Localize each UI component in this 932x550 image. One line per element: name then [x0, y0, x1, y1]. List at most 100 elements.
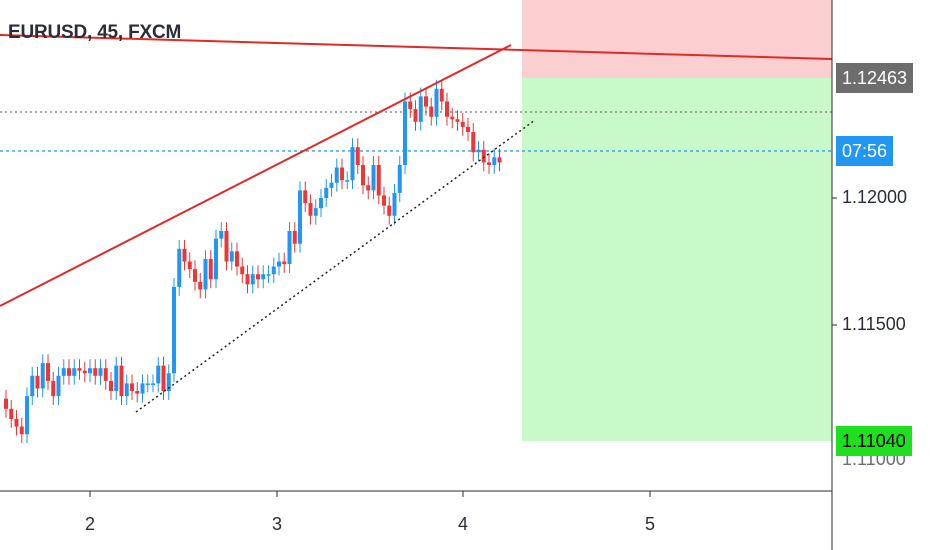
candle-body [271, 266, 276, 275]
candle-body [403, 101, 407, 165]
candle-body [492, 157, 497, 165]
candle-body [287, 231, 292, 265]
candle-body [466, 126, 470, 132]
bar-countdown-label[interactable]: 07:56 [836, 136, 894, 166]
candle-body [471, 131, 476, 153]
candle-body [4, 398, 8, 409]
time-axis-tick: 2 [84, 514, 96, 534]
price-axis-tick: 1.11500 [842, 314, 906, 334]
candle-body [366, 185, 371, 191]
candle-body [382, 195, 386, 206]
candle-body [25, 396, 29, 435]
candle-body [124, 383, 129, 397]
candle-body [35, 375, 40, 389]
take-profit-price-label[interactable]: 1.11040 [836, 426, 912, 456]
candle-body [497, 157, 502, 163]
candle-body [235, 251, 239, 267]
candle-body [119, 365, 124, 397]
candle-body [298, 190, 302, 244]
candle-body [319, 198, 323, 209]
candle-body [376, 164, 381, 196]
candle-body [324, 187, 329, 198]
candle-body [56, 375, 61, 397]
candle-body [429, 106, 434, 117]
candle-body [292, 231, 297, 244]
candle-body [256, 274, 260, 280]
candle-body [14, 418, 19, 427]
resistance-trendline[interactable] [0, 34, 833, 60]
candle-body [46, 363, 50, 381]
candle-body [434, 88, 439, 117]
candle-body [355, 147, 360, 165]
candle-body [30, 375, 35, 397]
candle-body [156, 365, 161, 384]
candle-body [481, 149, 486, 163]
stop-loss-zone[interactable] [522, 0, 832, 78]
stop-loss-price-label[interactable]: 1.12463 [836, 63, 914, 93]
candle-body [460, 121, 465, 127]
candle-body [193, 269, 197, 282]
candle-body [345, 180, 350, 182]
candle-body [329, 182, 334, 188]
time-axis-tick: 5 [644, 514, 656, 534]
candle-body [387, 205, 392, 216]
candle-body [250, 274, 255, 285]
symbol-title[interactable]: EURUSD, 45, FXCM [8, 22, 182, 43]
candle-body [114, 365, 119, 392]
candle-body [282, 261, 287, 265]
candle-body [439, 88, 444, 102]
upper-trendline[interactable] [0, 44, 512, 307]
axes [0, 0, 837, 550]
candle-body [450, 116, 455, 120]
candlestick-series [4, 79, 502, 444]
time-axis-tick: 3 [271, 514, 283, 534]
candle-body [418, 96, 423, 122]
candle-body [476, 149, 481, 153]
candle-body [198, 281, 203, 290]
candle-body [392, 192, 397, 216]
candle-body [109, 380, 113, 392]
candle-body [130, 383, 134, 392]
candle-body [214, 238, 218, 280]
candle-body [219, 231, 224, 239]
candle-body [334, 167, 339, 183]
candle-body [229, 251, 234, 262]
candle-body [266, 274, 271, 276]
candle-body [93, 368, 98, 376]
take-profit-zone[interactable] [522, 78, 832, 441]
candle-body [487, 162, 491, 165]
candle-body [361, 164, 365, 186]
candle-body [72, 368, 77, 376]
candle-body [397, 164, 402, 193]
candle-body [350, 147, 355, 181]
candle-body [187, 261, 192, 270]
candle-body [308, 203, 313, 216]
candle-body [51, 380, 56, 397]
candle-body [224, 231, 229, 262]
candle-body [177, 248, 182, 287]
candle-body [40, 363, 45, 389]
candle-body [408, 101, 413, 110]
candle-body [445, 101, 449, 117]
candle-body [313, 208, 318, 216]
candle-body [413, 109, 418, 122]
candle-body [240, 266, 245, 275]
candle-body [151, 383, 155, 385]
candle-body [424, 96, 428, 107]
candle-body [145, 383, 150, 385]
drawings [0, 34, 833, 413]
candle-body [67, 368, 71, 376]
price-axis-tick: 1.12000 [842, 187, 908, 207]
candle-body [88, 368, 92, 374]
candle-body [77, 368, 82, 371]
candle-body [61, 368, 66, 376]
candle-body [245, 274, 250, 285]
candle-body [140, 383, 145, 394]
candle-body [135, 391, 140, 394]
candle-body [19, 426, 24, 435]
candle-body [371, 164, 376, 191]
candle-body [203, 258, 208, 290]
candle-body [161, 365, 166, 392]
lower-support-trendline[interactable] [135, 119, 536, 413]
